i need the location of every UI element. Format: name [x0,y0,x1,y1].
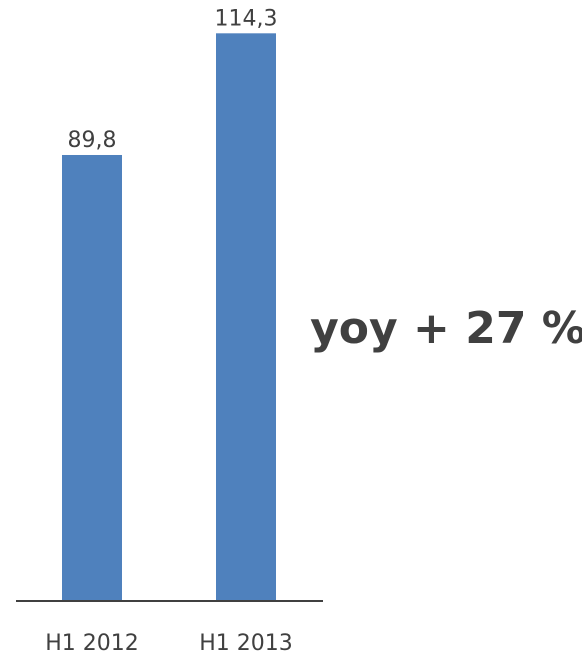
value-label-h1-2012: 89,8 [68,128,117,153]
bar-h1-2013 [216,33,276,602]
x-tick-label-h1-2012: H1 2012 [45,631,139,656]
value-labels-group: 89,8 114,3 [68,6,278,153]
bars-group [62,33,276,602]
value-label-h1-2013: 114,3 [215,6,278,31]
x-tick-label-h1-2013: H1 2013 [199,631,293,656]
bar-h1-2012 [62,154,122,601]
yoy-annotation: yoy + 27 % [310,303,582,354]
x-tick-labels-group: H1 2012 H1 2013 [45,631,293,656]
